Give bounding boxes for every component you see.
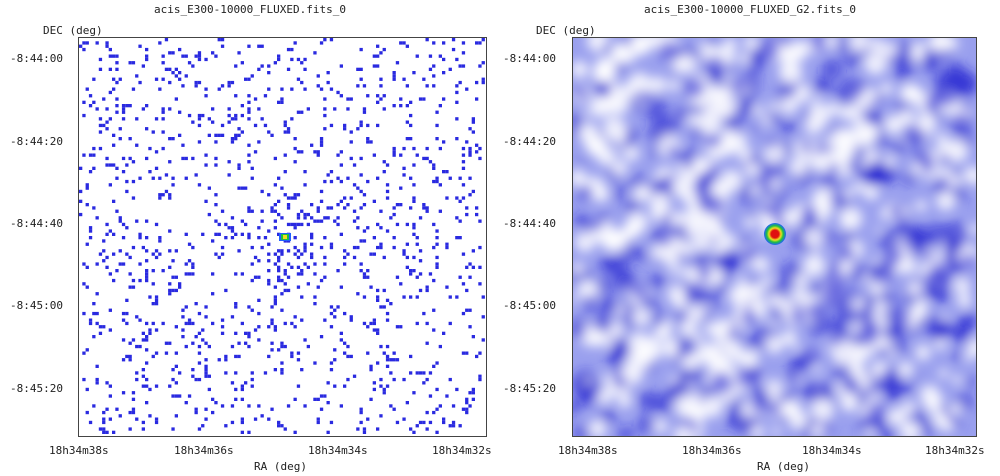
right-smoothed-image (573, 38, 976, 436)
left-ra-tick: 18h34m34s (308, 444, 368, 457)
left-dec-tick: -8:45:00 (10, 299, 63, 312)
left-y-axis-label: DEC (deg) (43, 24, 103, 37)
right-y-axis-label: DEC (deg) (536, 24, 596, 37)
right-image-panel: acis_E300-10000_FLUXED_G2.fits_0 DEC (de… (500, 0, 1000, 476)
bright-source (279, 233, 291, 241)
left-dec-tick: -8:44:40 (10, 217, 63, 230)
left-panel-title: acis_E300-10000_FLUXED.fits_0 (153, 3, 347, 16)
right-image-canvas[interactable] (572, 37, 977, 437)
left-ra-tick: 18h34m38s (49, 444, 109, 457)
event-pixels (79, 38, 485, 434)
left-dec-tick: -8:44:20 (10, 135, 63, 148)
left-ra-tick: 18h34m32s (432, 444, 492, 457)
left-x-axis-label: RA (deg) (254, 460, 307, 473)
right-dec-tick: -8:44:00 (503, 52, 556, 65)
right-ra-tick: 18h34m32s (925, 444, 985, 457)
left-raw-counts-image (79, 38, 485, 434)
right-dec-tick: -8:45:20 (503, 382, 556, 395)
right-ra-tick: 18h34m38s (558, 444, 618, 457)
right-ra-tick: 18h34m34s (802, 444, 862, 457)
right-dec-tick: -8:44:20 (503, 135, 556, 148)
right-panel-title: acis_E300-10000_FLUXED_G2.fits_0 (644, 3, 856, 16)
left-ra-tick: 18h34m36s (174, 444, 234, 457)
right-dec-tick: -8:44:40 (503, 217, 556, 230)
right-ra-tick: 18h34m36s (682, 444, 742, 457)
left-dec-tick: -8:45:20 (10, 382, 63, 395)
bright-source (764, 223, 786, 245)
left-dec-tick: -8:44:00 (10, 52, 63, 65)
right-dec-tick: -8:45:00 (503, 299, 556, 312)
left-image-panel: acis_E300-10000_FLUXED.fits_0 DEC (deg) … (10, 3, 492, 473)
right-x-axis-label: RA (deg) (757, 460, 810, 473)
left-image-canvas[interactable] (78, 37, 487, 437)
smoothed-texture (573, 38, 976, 436)
